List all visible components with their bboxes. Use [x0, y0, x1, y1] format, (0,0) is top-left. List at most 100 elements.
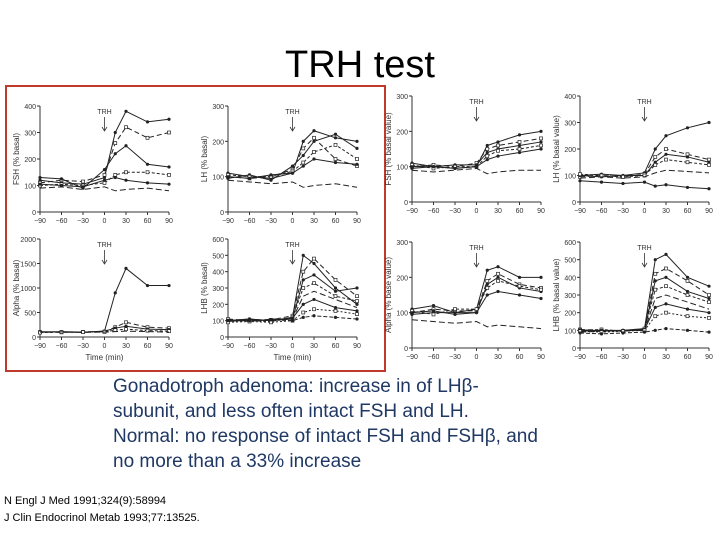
- data-point: [685, 328, 690, 332]
- series-line-g: [227, 308, 358, 323]
- data-point: [685, 307, 690, 311]
- y-tick-label: 400: [212, 270, 224, 277]
- data-point: [113, 152, 117, 156]
- data-point: [539, 287, 543, 292]
- series-line-e: [227, 179, 358, 188]
- trh-annotation: TRH: [637, 99, 651, 106]
- series-line-c: [39, 145, 170, 189]
- data-point: [333, 286, 338, 290]
- x-tick-label: −30: [265, 218, 277, 225]
- series-line-b: [411, 137, 542, 168]
- trh-arrow-head: [289, 259, 296, 265]
- data-point: [113, 291, 117, 295]
- y-tick-label: 500: [564, 258, 576, 265]
- y-tick-label: 500: [24, 311, 36, 318]
- data-point: [333, 277, 338, 282]
- y-tick-label: 200: [396, 275, 408, 282]
- data-point: [485, 147, 490, 151]
- x-tick-label: 0: [475, 208, 479, 215]
- data-point: [333, 143, 338, 147]
- data-point: [539, 275, 543, 279]
- x-tick-label: −90: [222, 218, 234, 225]
- data-point: [301, 153, 305, 158]
- data-point: [102, 173, 107, 177]
- data-point: [124, 170, 128, 175]
- data-point: [410, 311, 414, 315]
- trh-annotation: TRH: [469, 99, 483, 106]
- x-tick-label: 90: [705, 208, 713, 215]
- y-tick-label: 300: [564, 293, 576, 300]
- trh-annotation: TRH: [97, 242, 111, 249]
- data-point: [485, 279, 490, 283]
- data-point: [145, 328, 150, 333]
- y-tick-label: 300: [396, 240, 408, 247]
- data-point: [664, 275, 668, 279]
- data-point: [312, 281, 316, 285]
- series-line-c: [411, 141, 542, 169]
- x-tick-label: 90: [165, 218, 173, 225]
- data-point: [685, 126, 690, 130]
- y-tick-label: 0: [220, 210, 224, 217]
- y-tick-label: 100: [564, 328, 576, 335]
- x-tick-label: 0: [643, 208, 647, 215]
- x-tick-label: −30: [617, 208, 629, 215]
- data-point: [485, 158, 489, 162]
- data-point: [664, 134, 668, 138]
- data-point: [707, 316, 711, 320]
- x-tick-label: −60: [244, 218, 256, 225]
- y-tick-label: 300: [212, 286, 224, 293]
- data-point: [355, 299, 359, 303]
- y-tick-label: 400: [564, 94, 576, 101]
- data-point: [539, 140, 543, 144]
- data-point: [485, 143, 489, 148]
- data-point: [355, 139, 359, 143]
- data-point: [707, 311, 711, 315]
- data-point: [496, 143, 500, 148]
- data-point: [301, 160, 306, 165]
- y-tick-label: 100: [212, 319, 224, 326]
- y-axis-label: LH (% basal): [200, 136, 209, 183]
- x-tick-label: −90: [34, 343, 46, 350]
- y-tick-label: 1000: [20, 286, 36, 293]
- data-point: [621, 331, 625, 335]
- data-point: [664, 266, 668, 271]
- data-point: [355, 309, 359, 313]
- data-point: [312, 307, 316, 312]
- data-point: [312, 129, 316, 133]
- y-tick-label: 2000: [20, 237, 36, 244]
- data-point: [145, 135, 150, 140]
- data-point: [485, 286, 490, 290]
- data-point: [355, 286, 359, 290]
- data-point: [707, 296, 711, 301]
- data-point: [685, 293, 690, 297]
- data-point: [145, 181, 150, 185]
- data-point: [664, 326, 668, 331]
- x-tick-label: −60: [596, 208, 608, 215]
- data-point: [642, 330, 647, 334]
- data-point: [269, 318, 273, 322]
- series-line-a: [39, 267, 169, 333]
- data-point: [539, 296, 543, 301]
- data-point: [599, 180, 604, 184]
- data-point: [431, 165, 436, 169]
- y-tick-label: 600: [564, 240, 576, 247]
- data-point: [167, 117, 171, 121]
- x-tick-label: −90: [574, 208, 586, 215]
- series-line-a: [411, 266, 541, 314]
- y-tick-label: 500: [212, 253, 224, 260]
- data-point: [539, 147, 543, 151]
- data-point: [167, 173, 171, 177]
- series-line-f: [412, 148, 542, 169]
- y-tick-label: 300: [24, 131, 36, 138]
- series-line-e: [227, 290, 358, 322]
- data-point: [578, 331, 582, 335]
- data-point: [517, 284, 522, 289]
- data-point: [517, 147, 522, 151]
- trh-arrow-head: [101, 259, 108, 265]
- chart-alpha: 2000 1500 1000 500 0 −90 −60 −30 0 30 60 90 Alpha (%…: [10, 233, 175, 363]
- data-point: [124, 324, 128, 328]
- data-point: [355, 317, 359, 321]
- data-point: [145, 162, 150, 166]
- data-point: [642, 180, 647, 184]
- series-line-f: [39, 177, 170, 188]
